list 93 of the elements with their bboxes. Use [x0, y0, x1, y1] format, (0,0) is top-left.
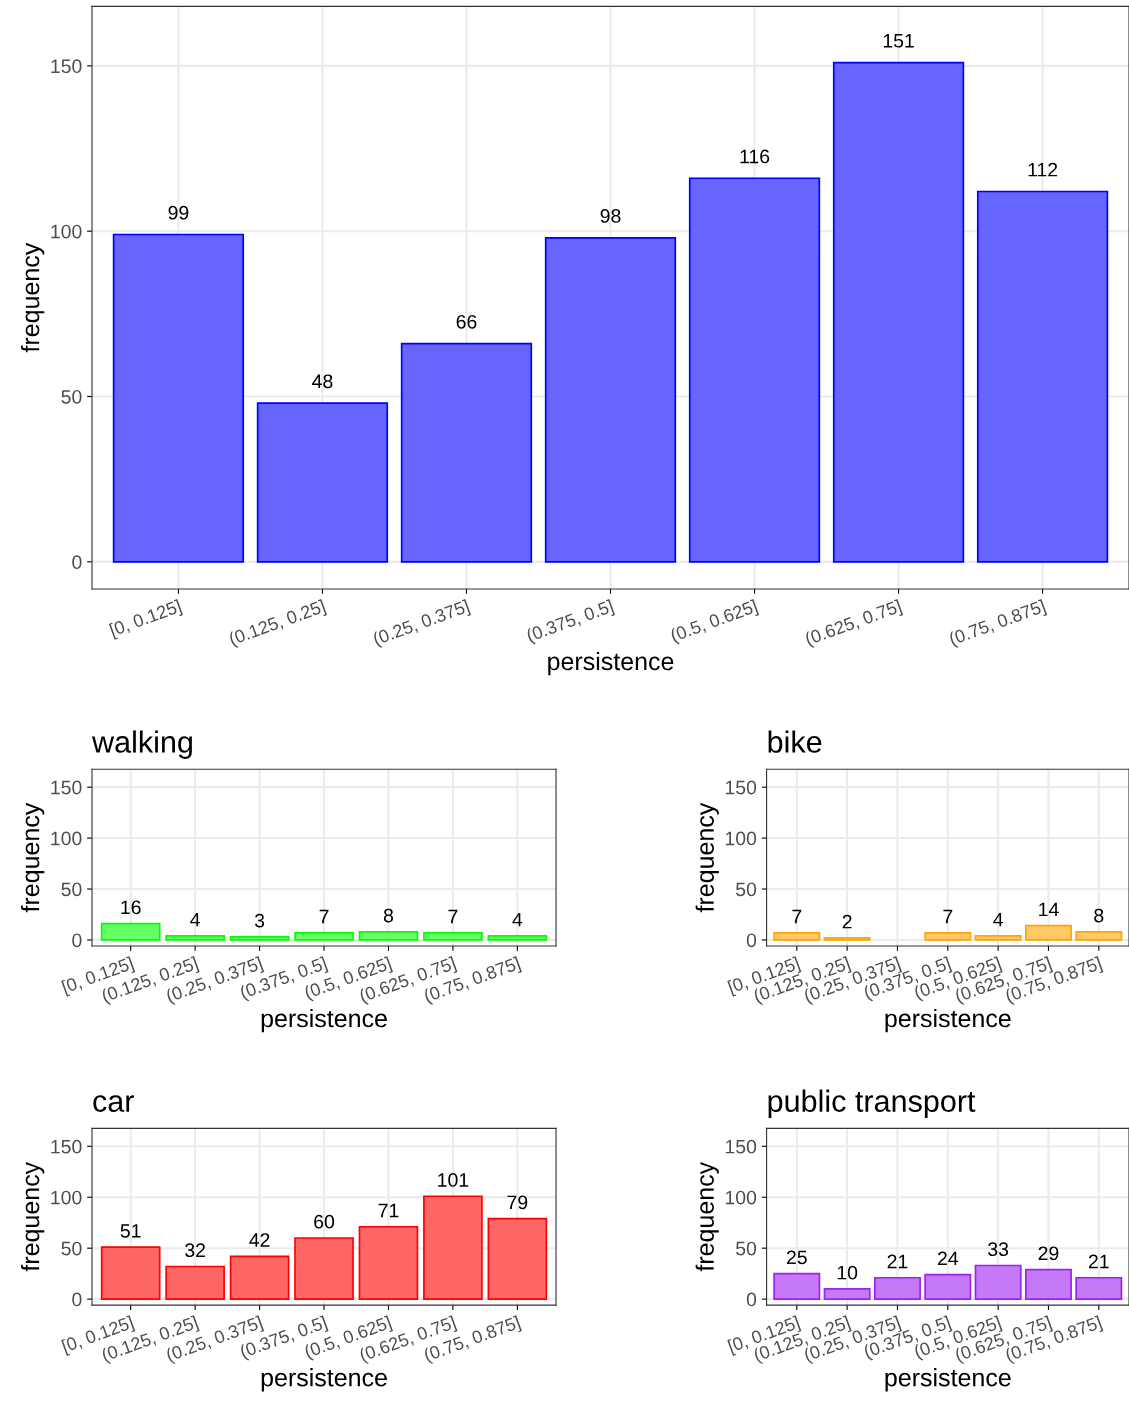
bar — [229, 1255, 290, 1300]
bar — [832, 61, 965, 563]
data-label: 33 — [988, 1242, 1009, 1257]
data-label: 116 — [740, 149, 770, 164]
data-label: 98 — [600, 209, 621, 223]
data-label: 7 — [792, 909, 802, 924]
x-tick-label: (0.25, 0.375] — [372, 599, 472, 649]
bar — [1075, 1276, 1123, 1300]
data-label: 151 — [883, 34, 914, 48]
bar — [400, 342, 533, 563]
bar — [688, 177, 821, 563]
chart-title: walking — [91, 730, 192, 759]
data-label: 99 — [168, 205, 189, 220]
y-axis-title: frequency — [695, 1161, 719, 1272]
y-tick-label: 50 — [736, 1241, 757, 1256]
y-tick-label: 0 — [72, 1292, 82, 1307]
bar — [924, 1273, 972, 1300]
data-label: 29 — [1038, 1246, 1059, 1261]
data-label: 51 — [120, 1224, 141, 1238]
y-tick-label: 100 — [725, 1190, 757, 1205]
bar — [256, 402, 389, 563]
bar — [294, 1237, 354, 1300]
data-label: 21 — [887, 1254, 908, 1269]
y-tick-label: 150 — [725, 780, 757, 795]
bar — [773, 1272, 821, 1300]
y-tick-label: 150 — [51, 780, 82, 795]
data-label: 79 — [507, 1195, 528, 1210]
data-label: 48 — [312, 374, 333, 389]
y-tick-label: 50 — [61, 389, 82, 404]
data-label: 2 — [842, 914, 852, 929]
y-tick-label: 100 — [51, 1190, 82, 1205]
y-tick-label: 0 — [72, 933, 82, 948]
data-label: 4 — [512, 912, 523, 927]
data-label: 25 — [786, 1250, 807, 1265]
data-label: 66 — [456, 314, 477, 329]
bar — [823, 1288, 871, 1300]
x-tick-label: (0.75, 0.875] — [948, 599, 1048, 649]
data-label: 4 — [190, 912, 200, 927]
data-label: 16 — [121, 900, 141, 915]
y-tick-label: 100 — [725, 831, 757, 846]
y-tick-label: 150 — [725, 1139, 757, 1154]
y-axis-title: frequency — [21, 1161, 45, 1272]
data-label: 8 — [1094, 908, 1104, 923]
bar — [1024, 1268, 1072, 1300]
y-tick-label: 0 — [746, 933, 757, 948]
y-tick-label: 50 — [736, 882, 757, 897]
y-tick-label: 150 — [51, 59, 82, 74]
bar — [974, 1264, 1022, 1300]
bar — [487, 1217, 548, 1300]
y-tick-label: 0 — [746, 1292, 757, 1307]
data-label: 7 — [448, 909, 458, 924]
bar — [358, 1225, 419, 1300]
data-label: 42 — [249, 1233, 270, 1247]
y-axis-title: frequency — [21, 242, 45, 353]
data-label: 71 — [378, 1203, 399, 1218]
data-label: 21 — [1088, 1254, 1109, 1269]
bar — [976, 190, 1109, 563]
bar — [423, 1195, 483, 1300]
data-label: 4 — [993, 912, 1003, 927]
data-label: 24 — [937, 1251, 959, 1266]
data-label: 3 — [254, 913, 265, 928]
y-tick-label: 50 — [61, 1241, 82, 1256]
data-label: 14 — [1039, 902, 1059, 917]
chart-title: bike — [768, 730, 822, 753]
data-label: 112 — [1028, 162, 1058, 177]
data-label: 101 — [438, 1173, 469, 1187]
data-label: 60 — [314, 1214, 335, 1229]
y-tick-label: 150 — [51, 1139, 82, 1154]
data-label: 8 — [383, 908, 394, 923]
bar — [544, 236, 677, 563]
chart-title: public transport — [768, 1089, 976, 1119]
data-label: 7 — [943, 909, 953, 924]
data-label: 32 — [185, 1243, 205, 1258]
chart-title: car — [93, 1095, 134, 1113]
x-axis-title: persistence — [885, 1368, 1011, 1392]
x-tick-label: (0.5, 0.625] — [669, 599, 760, 646]
y-tick-label: 0 — [72, 555, 82, 570]
y-tick-label: 50 — [61, 882, 82, 897]
y-tick-label: 100 — [51, 224, 82, 239]
data-label: 10 — [837, 1265, 858, 1280]
x-axis-title: persistence — [548, 651, 674, 676]
y-tick-label: 100 — [51, 831, 82, 846]
bar — [873, 1276, 921, 1300]
bar — [112, 233, 245, 563]
x-axis-title: persistence — [261, 1368, 387, 1392]
x-tick-label: [0, 0.125] — [108, 599, 183, 640]
x-axis-title: persistence — [261, 1008, 387, 1033]
y-axis-title: frequency — [695, 802, 719, 913]
data-label: 7 — [319, 909, 329, 924]
x-axis-title: persistence — [885, 1008, 1011, 1033]
bar — [100, 1246, 161, 1300]
y-axis-title: frequency — [21, 802, 45, 913]
bar — [165, 1265, 225, 1300]
